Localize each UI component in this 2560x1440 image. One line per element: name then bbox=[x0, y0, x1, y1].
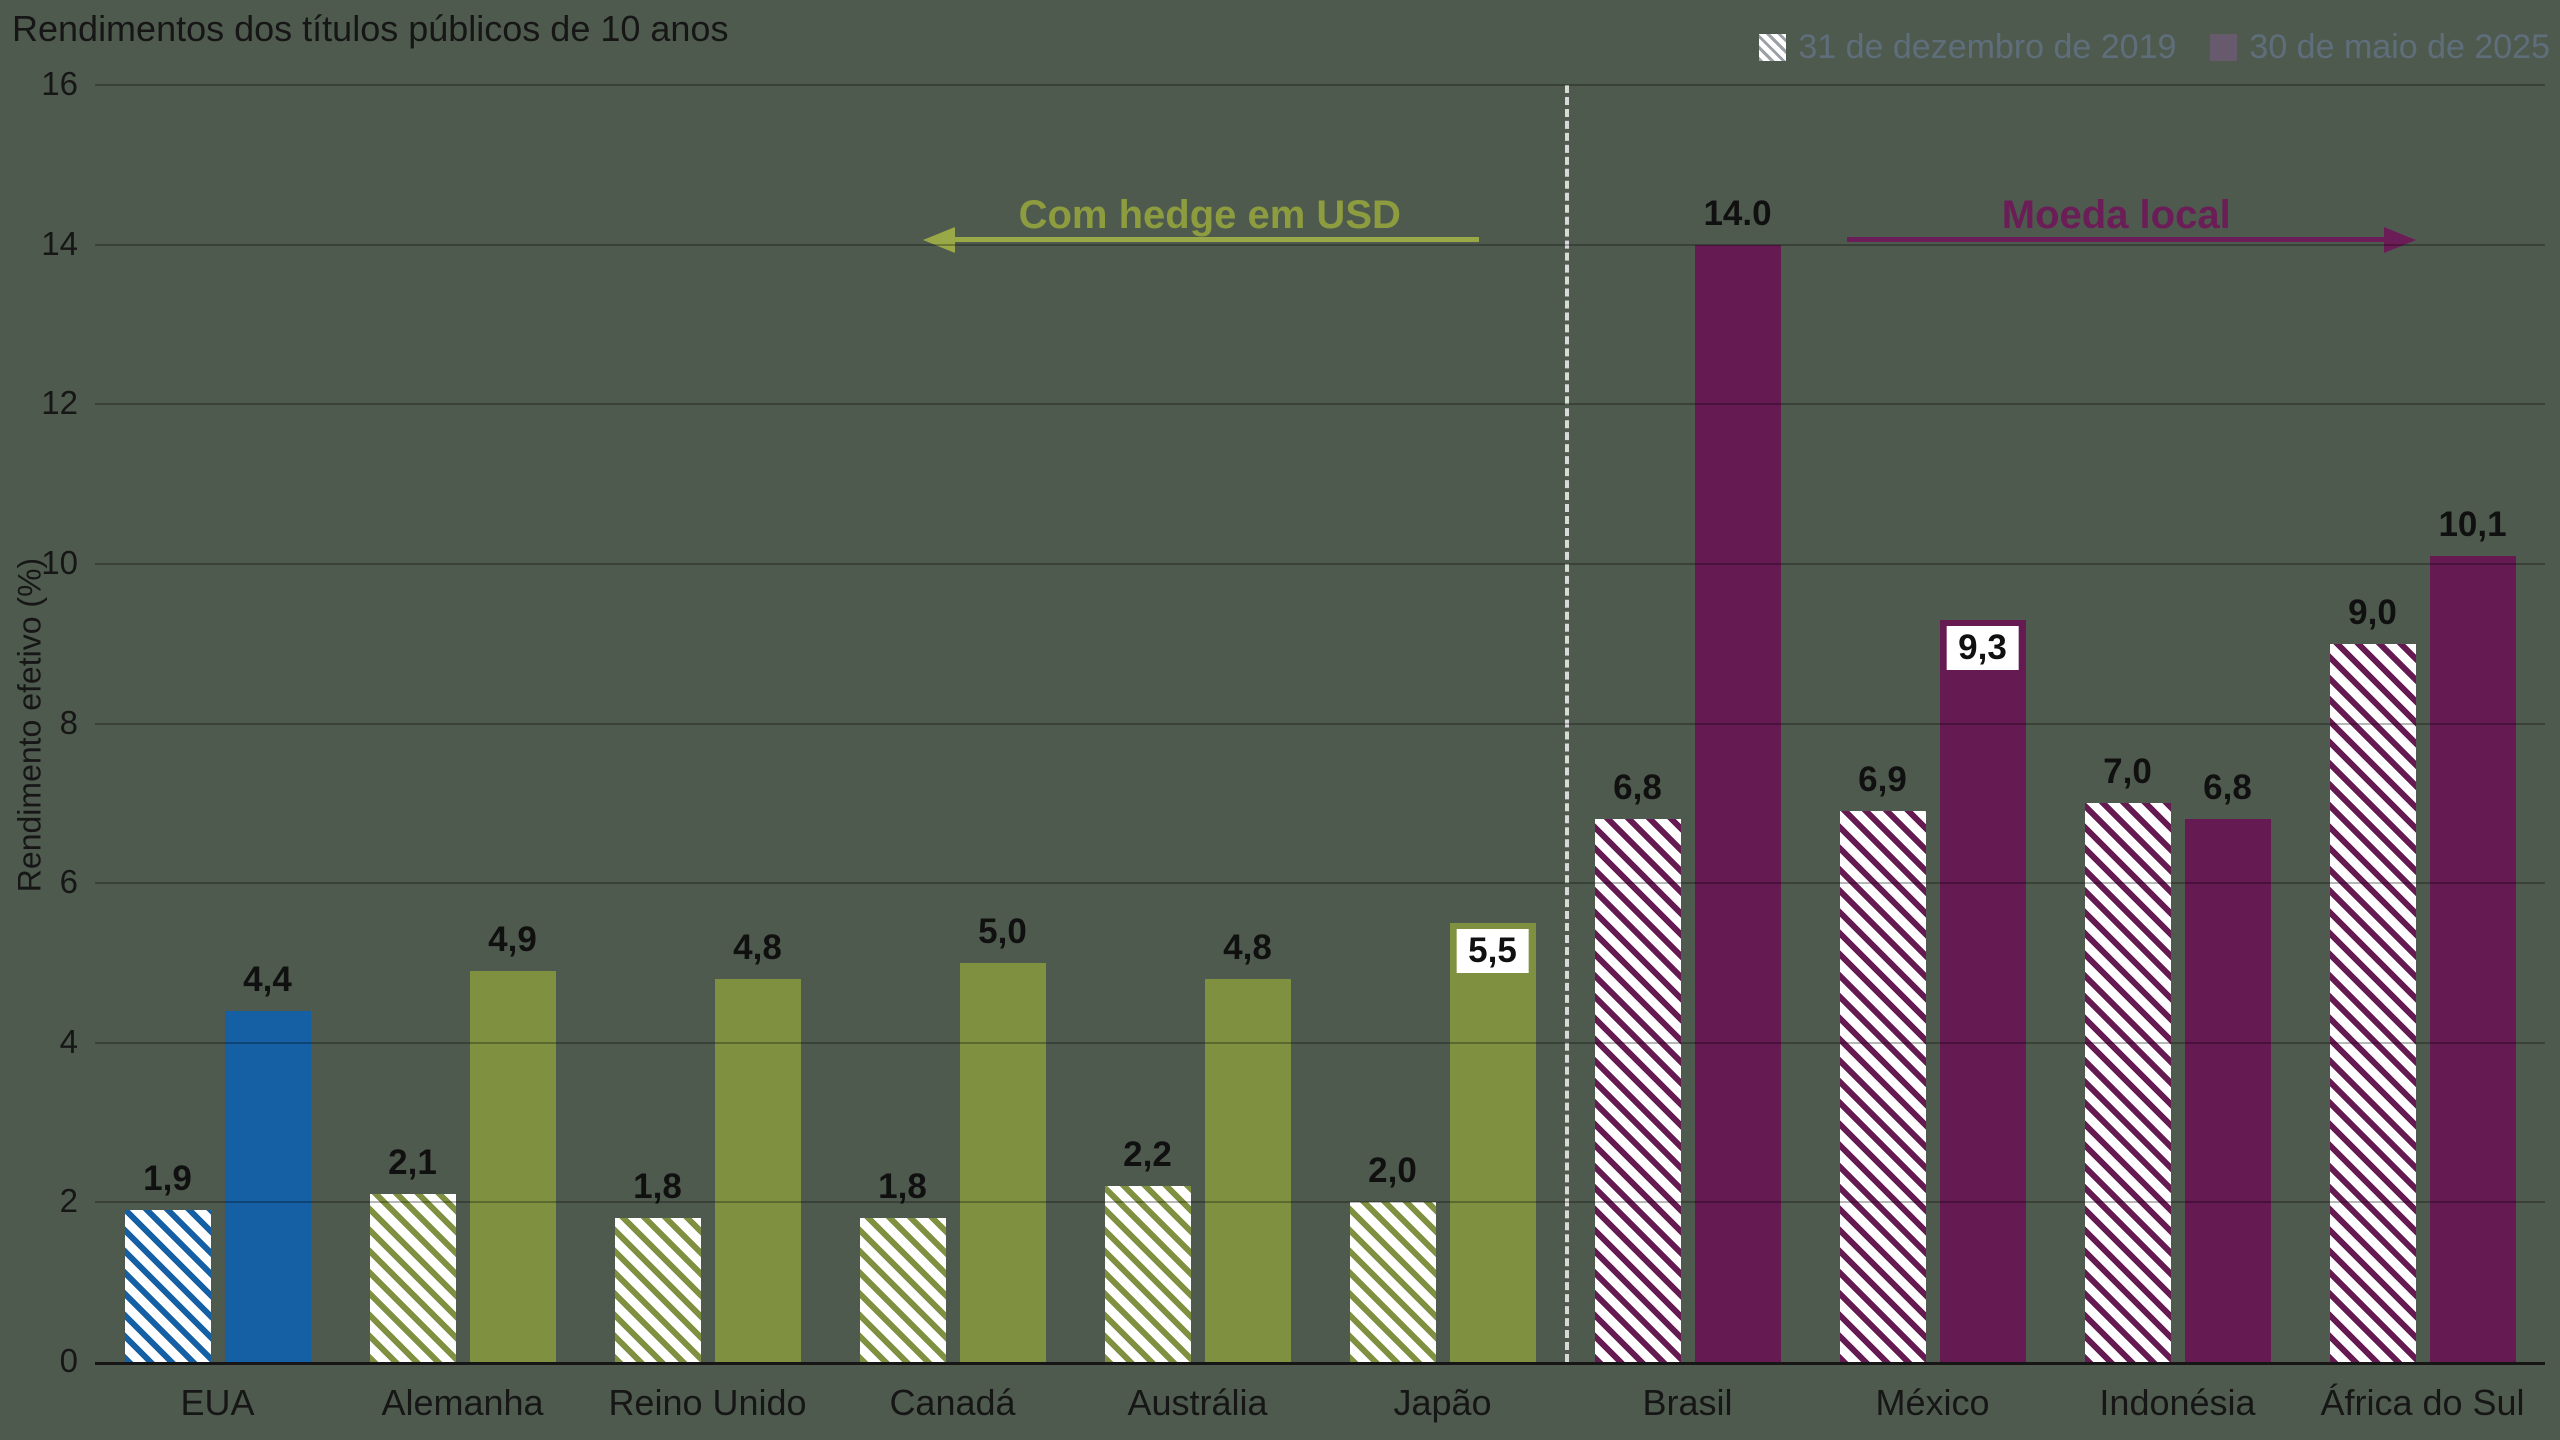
y-tick-label: 0 bbox=[59, 1342, 78, 1379]
x-axis-label-reino-unido: Reino Unido bbox=[608, 1382, 807, 1423]
x-axis-label-canadá: Canadá bbox=[889, 1382, 1016, 1423]
legend-item-2025: 30 de maio de 2025 bbox=[2210, 28, 2550, 67]
bar-value-label: 4,8 bbox=[733, 927, 782, 967]
x-axis-label-austrália: Austrália bbox=[1127, 1382, 1268, 1423]
gridline bbox=[95, 562, 2545, 565]
bar-group-eua: 1,9 4,4 bbox=[95, 85, 340, 1362]
bar-2019-brasil: 6,8 bbox=[1594, 768, 1681, 1362]
chart-title: Rendimentos dos títulos públicos de 10 a… bbox=[12, 8, 729, 49]
bar-value-label: 6,9 bbox=[1858, 760, 1907, 800]
bar-group-canadá: 1,8 5,0 bbox=[830, 85, 1075, 1362]
bar-2019-eua: 1,9 bbox=[124, 1159, 211, 1362]
gridline bbox=[95, 403, 2545, 406]
gridline bbox=[95, 882, 2545, 885]
bar-2025-indonésia: 6,8 bbox=[2184, 768, 2271, 1362]
x-axis-label-brasil: Brasil bbox=[1642, 1382, 1733, 1423]
x-axis-label-méxico: México bbox=[1875, 1382, 1990, 1423]
y-tick-label: 2 bbox=[59, 1182, 78, 1220]
annotation-local-label: Moeda local bbox=[2001, 193, 2231, 237]
y-tick-label: 16 bbox=[41, 65, 78, 102]
bar-value-label: 9,3 bbox=[1946, 625, 2019, 670]
legend-label-2019: 31 de dezembro de 2019 bbox=[1798, 28, 2177, 66]
arrow-head-left-icon bbox=[922, 226, 955, 253]
bar-group-austrália: 2,2 4,8 bbox=[1075, 85, 1320, 1362]
bar-value-label: 4,4 bbox=[243, 959, 292, 999]
bar-value-label: 4,8 bbox=[1223, 927, 1272, 967]
dm-em-separator bbox=[1565, 85, 1569, 1362]
bar-2019-indonésia: 7,0 bbox=[2084, 752, 2171, 1362]
gridline bbox=[95, 1041, 2545, 1044]
bar-2025-canadá: 5,0 bbox=[959, 912, 1046, 1362]
x-axis-label-japão: Japão bbox=[1393, 1382, 1492, 1423]
x-axis-label-áfrica-do-sul: África do Sul bbox=[2320, 1382, 2525, 1423]
bar-value-label: 1,9 bbox=[143, 1159, 192, 1199]
annotation-hedged-label: Com hedge em USD bbox=[1018, 193, 1401, 237]
x-axis-label-alemanha: Alemanha bbox=[381, 1382, 544, 1423]
bar-value-label: 10,1 bbox=[2438, 504, 2507, 544]
plot-area: 1,9 4,4 2,1 4,9 1,8 4,8 1,8 5,0 2,2 4,8 2,0 5,5 6,8 1… bbox=[41, 65, 2545, 1379]
local-right-arrow bbox=[1846, 226, 2416, 253]
bar-2019-reino-unido: 1,8 bbox=[614, 1167, 701, 1362]
legend: 31 de dezembro de 2019 30 de maio de 202… bbox=[1759, 28, 2550, 67]
bar-group-áfrica-do-sul: 9,0 10,1 bbox=[2300, 85, 2545, 1362]
y-tick-label: 8 bbox=[59, 703, 78, 741]
bar-2025-méxico: 9,3 bbox=[1939, 619, 2026, 1362]
bar-value-label: 9,0 bbox=[2348, 592, 2397, 632]
bar-group-indonésia: 7,0 6,8 bbox=[2055, 85, 2300, 1362]
legend-item-2019: 31 de dezembro de 2019 bbox=[1759, 28, 2176, 67]
bar-2025-austrália: 4,8 bbox=[1204, 928, 1291, 1362]
y-tick-label: 12 bbox=[41, 384, 78, 422]
bar-2019-alemanha: 2,1 bbox=[369, 1143, 456, 1362]
legend-swatch-hatched bbox=[1759, 34, 1787, 61]
bar-value-label: 6,8 bbox=[1613, 768, 1662, 808]
bar-group-reino-unido: 1,8 4,8 bbox=[585, 85, 830, 1362]
bar-2019-austrália: 2,2 bbox=[1104, 1135, 1191, 1362]
bar-value-label: 1,8 bbox=[633, 1167, 682, 1207]
x-labels: EUA Alemanha Reino Unido Canadá Austrália Jap… bbox=[95, 1382, 2545, 1424]
bar-2019-áfrica-do-sul: 9,0 bbox=[2329, 593, 2416, 1362]
bar-2025-eua: 4,4 bbox=[224, 960, 311, 1362]
bar-group-méxico: 6,9 9,3 bbox=[1810, 85, 2055, 1362]
gridline bbox=[95, 243, 2545, 246]
y-tick-label: 14 bbox=[41, 224, 78, 262]
gridline bbox=[95, 722, 2545, 725]
bar-group-alemanha: 2,1 4,9 bbox=[340, 85, 585, 1362]
bar-value-label: 5,5 bbox=[1456, 929, 1529, 974]
x-axis-label-indonésia: Indonésia bbox=[2099, 1382, 2256, 1423]
legend-swatch-solid bbox=[2210, 34, 2238, 61]
bar-2019-méxico: 6,9 bbox=[1839, 760, 1926, 1362]
hedged-left-arrow bbox=[922, 226, 1480, 253]
bar-value-label: 2,0 bbox=[1368, 1151, 1417, 1191]
bar-2025-áfrica-do-sul: 10,1 bbox=[2429, 505, 2516, 1362]
bar-value-label: 7,0 bbox=[2103, 752, 2152, 792]
bar-2019-canadá: 1,8 bbox=[859, 1167, 946, 1362]
y-tick-label: 10 bbox=[41, 543, 78, 581]
gridline bbox=[95, 1201, 2545, 1204]
bar-value-label: 1,8 bbox=[878, 1167, 927, 1207]
bar-value-label: 6,8 bbox=[2203, 768, 2252, 808]
bar-value-label: 2,2 bbox=[1123, 1135, 1172, 1175]
bar-2025-japão: 5,5 bbox=[1449, 923, 1536, 1362]
bar-group-brasil: 6,8 14.0 bbox=[1565, 85, 1810, 1362]
bar-2019-japão: 2,0 bbox=[1349, 1151, 1436, 1362]
legend-label-2025: 30 de maio de 2025 bbox=[2249, 28, 2550, 66]
bar-value-label: 5,0 bbox=[978, 911, 1027, 951]
bar-2025-alemanha: 4,9 bbox=[469, 920, 556, 1362]
arrow-head-right-icon bbox=[2383, 226, 2416, 253]
y-tick-label: 4 bbox=[59, 1022, 78, 1060]
bar-value-label: 2,1 bbox=[388, 1143, 437, 1183]
bar-value-label: 14.0 bbox=[1703, 193, 1772, 233]
x-axis-label-eua: EUA bbox=[180, 1382, 255, 1423]
bar-value-label: 4,9 bbox=[488, 919, 537, 959]
bar-2025-brasil: 14.0 bbox=[1694, 194, 1781, 1362]
gridline bbox=[95, 84, 2545, 86]
bar-2025-reino-unido: 4,8 bbox=[714, 928, 801, 1362]
y-tick-label: 6 bbox=[59, 863, 78, 901]
bar-groups: 1,9 4,4 2,1 4,9 1,8 4,8 1,8 5,0 2,2 4,8 2,0 5,5 6,8 1… bbox=[95, 85, 2545, 1362]
bar-group-japão: 2,0 5,5 bbox=[1320, 85, 1565, 1362]
